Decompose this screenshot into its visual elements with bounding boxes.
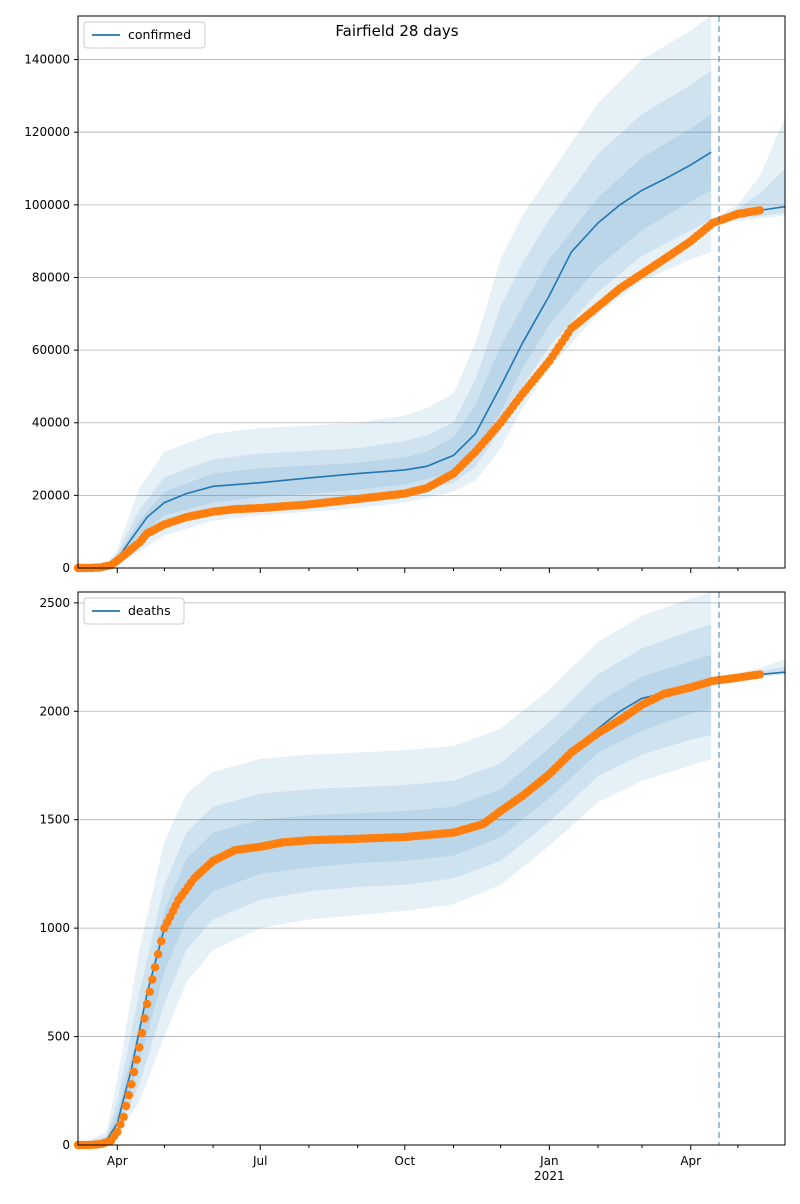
observed-point <box>150 963 160 972</box>
x-tick-label: Oct <box>394 1154 415 1168</box>
observed-point <box>135 1043 144 1052</box>
observed-point <box>127 1080 136 1089</box>
legend-label: confirmed <box>128 27 191 42</box>
observed-point <box>132 1055 141 1064</box>
observed-point <box>116 1120 125 1129</box>
uncertainty-band-inner <box>78 114 712 568</box>
uncertainty-band-outer <box>78 592 712 1145</box>
observed-point <box>140 1014 149 1023</box>
forecast-band-1 <box>719 168 785 222</box>
uncertainty-band-middle <box>78 70 712 568</box>
observed-point <box>129 1067 139 1077</box>
x-tick-label: Jan <box>539 1154 559 1168</box>
uncertainty-band-inner <box>78 654 712 1145</box>
y-tick-label: 2000 <box>39 704 70 718</box>
y-tick-label: 20000 <box>32 488 70 502</box>
x-tick-label: Apr <box>107 1154 128 1168</box>
legend-label: deaths <box>128 603 171 618</box>
y-tick-label: 60000 <box>32 343 70 357</box>
observed-point <box>153 950 163 959</box>
uncertainty-band-middle <box>78 624 712 1145</box>
y-tick-label: 1500 <box>39 813 70 827</box>
observed-point <box>137 1028 147 1038</box>
plot-frame <box>77 15 786 569</box>
observed-point <box>142 999 152 1009</box>
y-tick-label: 0 <box>62 1138 70 1152</box>
y-tick-label: 80000 <box>32 270 70 284</box>
y-tick-label: 100000 <box>24 198 70 212</box>
plot-frame <box>77 591 786 1146</box>
y-tick-label: 2500 <box>39 596 70 610</box>
observed-point <box>145 987 154 996</box>
model-line <box>77 151 712 569</box>
observed-point <box>119 1112 128 1122</box>
chart-title: Fairfield 28 days <box>335 22 458 40</box>
y-tick-label: 1000 <box>39 921 70 935</box>
x-year-label: 2021 <box>534 1169 565 1183</box>
confirmed-panel: 0 20000 40000 60000 80000 100000 120000 140000 c… <box>24 15 786 575</box>
legend-box <box>83 21 206 49</box>
x-tick-label: Apr <box>680 1154 701 1168</box>
observed-point <box>124 1090 133 1100</box>
observed-point <box>148 975 157 984</box>
legend-box <box>83 597 185 625</box>
y-tick-label: 0 <box>62 561 70 575</box>
observed-point <box>755 670 765 679</box>
y-tick-label: 500 <box>47 1030 70 1044</box>
observed-point <box>113 1127 122 1137</box>
observed-point <box>755 206 765 215</box>
observed-point <box>122 1101 131 1111</box>
y-tick-label: 140000 <box>24 53 70 67</box>
forecast-band-0 <box>719 117 785 223</box>
deaths-panel: 0 500 1000 1500 2000 2500 Apr Jul Oct Jan Apr 2021 d… <box>39 591 786 1183</box>
y-tick-label: 120000 <box>24 125 70 139</box>
observed-point <box>157 936 166 946</box>
y-tick-label: 40000 <box>32 416 70 430</box>
uncertainty-band-outer <box>78 16 712 568</box>
x-tick-label: Jul <box>252 1154 267 1168</box>
